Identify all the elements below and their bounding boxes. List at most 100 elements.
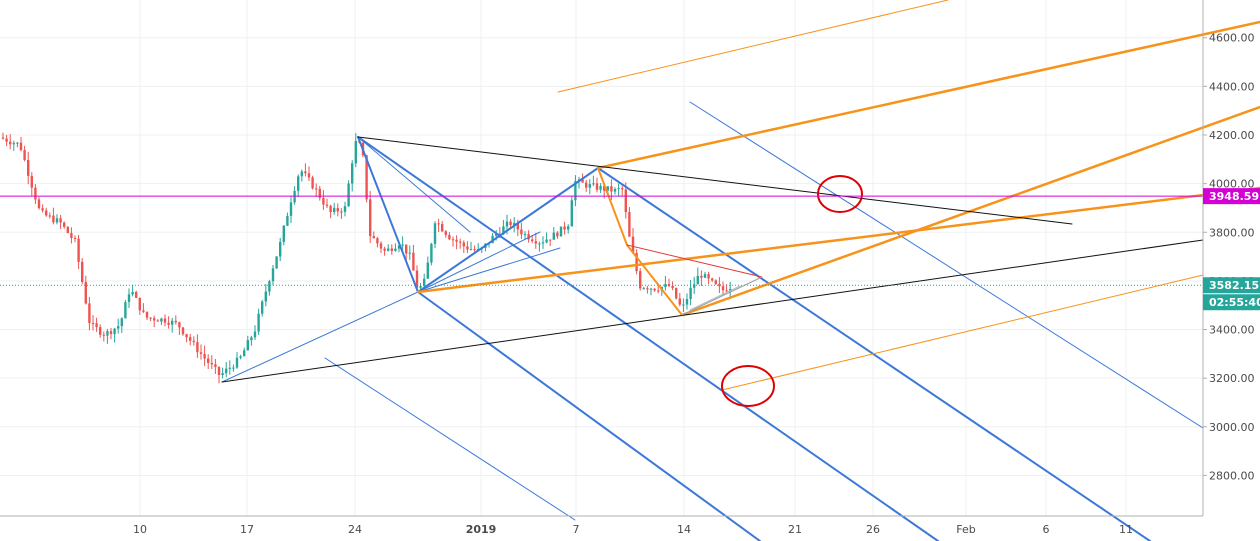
candle-body	[466, 246, 469, 250]
red-triangle-upper	[626, 244, 763, 278]
candle-body	[210, 362, 213, 365]
candle-body	[271, 268, 275, 282]
candle-body	[12, 143, 15, 145]
candle-body	[397, 245, 401, 249]
orange-pitchfork-outer	[557, 0, 949, 93]
candle-body	[369, 199, 372, 237]
x-tick-label: Feb	[956, 523, 975, 536]
candle-body	[520, 229, 523, 235]
candle-body	[603, 185, 606, 191]
candle-body	[509, 221, 512, 226]
y-tick-label: 4400.00	[1209, 80, 1255, 93]
red-circle-marker	[721, 365, 775, 407]
blue-pitchfork-handle	[357, 136, 419, 293]
candle-body	[678, 298, 681, 305]
candle-body	[304, 171, 307, 174]
candle-body	[707, 274, 710, 279]
y-tick-label: 4000.00	[1209, 178, 1255, 191]
candle-body	[505, 221, 509, 227]
candle-body	[675, 288, 678, 299]
candle-body	[711, 278, 714, 281]
candle-body	[30, 175, 33, 188]
candle-body	[437, 223, 440, 225]
candle-body	[109, 331, 113, 335]
candle-body	[239, 356, 242, 358]
candle-body	[124, 302, 127, 319]
candle-body	[261, 301, 264, 314]
candle-body	[102, 334, 105, 336]
candle-body	[55, 218, 59, 223]
candle-body	[181, 327, 185, 335]
orange-pitchfork-median	[416, 186, 1260, 294]
candle-body	[574, 181, 577, 201]
candle-body	[131, 292, 134, 295]
candle-body	[153, 318, 156, 321]
candle-body	[455, 239, 458, 242]
x-tick-label: 24	[348, 523, 362, 536]
red-triangle-lower	[681, 276, 763, 316]
candle-body	[228, 367, 231, 369]
candle-body	[9, 141, 12, 145]
candle-body	[307, 173, 311, 178]
candle-body	[156, 320, 159, 322]
candle-body	[725, 290, 728, 292]
candle-body	[135, 292, 138, 298]
candle-body	[127, 294, 131, 303]
candle-body	[250, 337, 253, 341]
y-tick-label: 3200.00	[1209, 372, 1255, 385]
countdown-badge: 02:55:40	[1203, 294, 1260, 311]
candle-body	[441, 223, 444, 232]
candle-body	[160, 318, 163, 322]
x-tick-label: 10	[133, 523, 147, 536]
candle-body	[311, 177, 314, 189]
candle-body	[606, 186, 609, 191]
candle-body	[214, 364, 217, 367]
candle-body	[199, 352, 203, 354]
candle-body	[142, 310, 145, 312]
candle-body	[59, 218, 62, 223]
black-trendline-upper	[357, 136, 1073, 225]
candle-body	[34, 187, 37, 200]
candle-body	[376, 238, 379, 244]
price-levels	[0, 195, 1203, 286]
candle-body	[19, 142, 23, 151]
orange-pitchfork-lower	[680, 105, 1260, 317]
candle-body	[682, 304, 685, 306]
candle-body	[631, 236, 635, 254]
candle-body	[387, 248, 390, 251]
blue-pitchfork-outer	[689, 101, 1204, 429]
candle-body	[534, 241, 537, 244]
level-price-badge: 3948.59	[1203, 188, 1260, 205]
candle-body	[70, 233, 73, 238]
candle-body	[16, 142, 19, 144]
candle-body	[408, 252, 411, 254]
x-tick-label: 26	[866, 523, 880, 536]
candle-body	[189, 337, 192, 341]
candle-body	[451, 239, 455, 241]
candle-body	[405, 244, 408, 254]
candle-body	[585, 182, 588, 188]
candle-body	[595, 183, 599, 190]
candle-body	[714, 280, 717, 284]
x-tick-label: 14	[677, 523, 691, 536]
candle-body	[315, 188, 318, 190]
candle-body	[664, 284, 667, 288]
candle-body	[106, 331, 109, 336]
x-tick-label: 2019	[466, 523, 497, 536]
y-tick-label: 3800.00	[1209, 226, 1255, 239]
candle-body	[171, 320, 174, 325]
candle-body	[279, 241, 282, 257]
candle-body	[325, 204, 329, 206]
orange-swing	[597, 167, 628, 246]
candle-body	[545, 239, 548, 243]
candle-body	[52, 215, 55, 223]
black-trendline-lower	[221, 239, 1204, 383]
candle-body	[37, 199, 41, 209]
candle-body	[383, 248, 386, 251]
candle-body	[412, 252, 415, 271]
candle-body	[27, 159, 30, 176]
candle-body	[559, 226, 563, 237]
candle-body	[700, 275, 703, 278]
